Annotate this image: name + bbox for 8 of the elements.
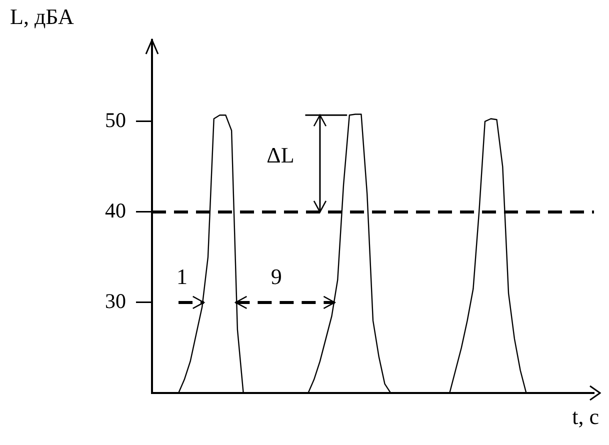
y-tick-label: 50	[105, 108, 126, 132]
annotation: ΔL	[266, 142, 294, 168]
y-tick-label: 40	[105, 198, 126, 222]
annotation: 9	[270, 264, 282, 289]
y-tick-label: 30	[105, 289, 126, 314]
x-axis-title: t, с	[572, 404, 600, 429]
annotation: 1	[176, 264, 188, 289]
y-axis-title: L, дБА	[10, 4, 74, 29]
